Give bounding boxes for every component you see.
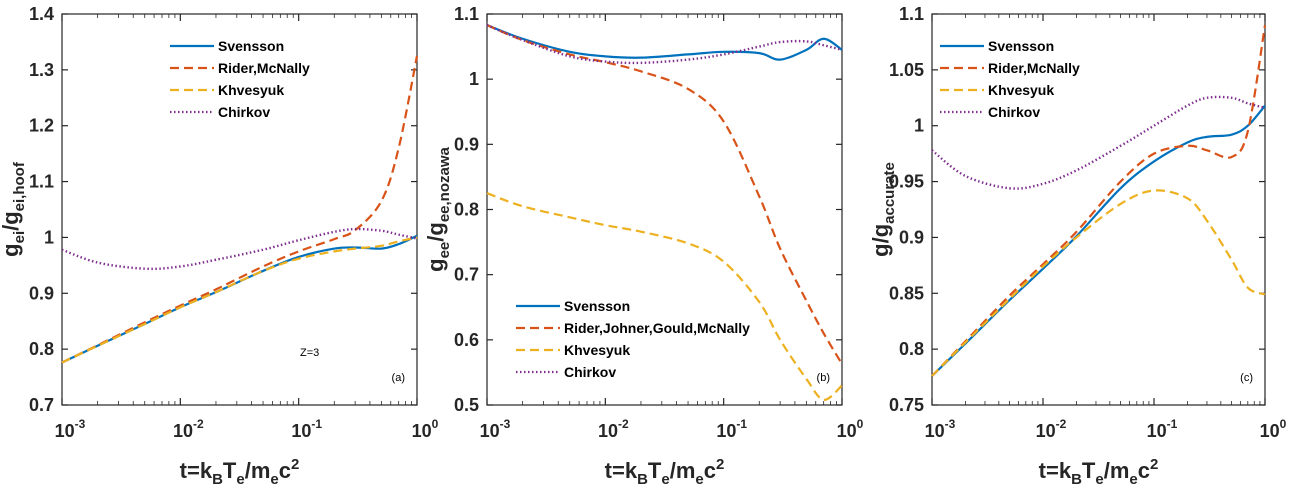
legend-entry: Svensson xyxy=(988,38,1054,54)
series-line xyxy=(486,23,843,65)
y-tick-label: 1 xyxy=(44,227,54,247)
y-tick-label: 0.9 xyxy=(899,227,924,247)
y-tick-label: 1.3 xyxy=(29,60,54,80)
legend: Svensson Rider,Johner,Gould,McNally Khvesy… xyxy=(516,298,750,380)
x-tick-label: 10-1 xyxy=(291,417,322,441)
x-axis-label: t=kBTe/mec2 xyxy=(1039,456,1159,488)
y-tick-label: 1.1 xyxy=(454,4,479,24)
y-tick-label: 1.1 xyxy=(29,172,54,192)
y-tick-label: 0.8 xyxy=(454,200,479,220)
series-line xyxy=(486,192,843,401)
x-axis-label: t=kBTe/mec2 xyxy=(180,456,300,488)
y-tick-label: 1.4 xyxy=(29,4,54,24)
series-line xyxy=(931,95,1266,190)
chart-panel: 0.7 0.8 0.9 1 1.1 1.2 1.3 1.4 10-3 10-2 10-1 100 Sve… xyxy=(0,4,439,488)
y-tick-label: 0.95 xyxy=(889,172,924,192)
y-axis-label: g/gaccurate xyxy=(868,162,898,257)
x-tick-label: 10-1 xyxy=(716,417,747,441)
y-tick-label: 0.7 xyxy=(29,395,54,415)
legend-entry: Chirkov xyxy=(988,104,1040,120)
legend-entry: Rider,McNally xyxy=(218,60,310,76)
y-tick-label: 0.9 xyxy=(454,134,479,154)
y-tick-label: 0.7 xyxy=(454,265,479,285)
x-tick-label: 10-3 xyxy=(480,417,511,441)
x-tick-label: 10-1 xyxy=(1147,417,1178,441)
y-tick-label: 0.8 xyxy=(899,339,924,359)
y-tick-label: 1.05 xyxy=(889,60,924,80)
plot-frame xyxy=(486,13,843,406)
y-tick-label: 0.8 xyxy=(29,339,54,359)
plot-frame xyxy=(61,13,418,406)
legend-entry: Rider,Johner,Gould,McNally xyxy=(564,320,750,336)
y-tick-label: 1 xyxy=(469,69,479,89)
legend: Svensson Rider,McNally Khvesyuk Chirkov xyxy=(170,38,310,120)
x-tick-label: 100 xyxy=(837,417,864,441)
x-tick-label: 10-2 xyxy=(1036,417,1067,441)
x-axis-label: t=kBTe/mec2 xyxy=(605,456,725,488)
series-line xyxy=(931,189,1266,377)
y-tick-label: 0.9 xyxy=(29,283,54,303)
legend-entry: Svensson xyxy=(218,38,284,54)
legend-entry: Khvesyuk xyxy=(218,82,284,98)
y-tick-label: 0.6 xyxy=(454,330,479,350)
x-tick-label: 10-3 xyxy=(925,417,956,441)
x-tick-label: 10-3 xyxy=(55,417,86,441)
plot-frame xyxy=(931,13,1266,406)
chart-panel: 0.75 0.8 0.85 0.9 0.95 1 1.05 1.1 10-3 10-2 10-1 10… xyxy=(868,4,1287,488)
panel-tag: (c) xyxy=(1240,372,1253,384)
y-tick-label: 0.75 xyxy=(889,395,924,415)
legend-entry: Chirkov xyxy=(218,104,270,120)
x-tick-label: 10-2 xyxy=(173,417,204,441)
x-tick-label: 100 xyxy=(1260,417,1287,441)
y-axis-label: gei/gei,hoof xyxy=(0,161,28,257)
legend-entry: Khvesyuk xyxy=(988,82,1054,98)
x-tick-label: 100 xyxy=(412,417,439,441)
panel-tag: (a) xyxy=(392,372,405,384)
legend: Svensson Rider,McNally Khvesyuk Chirkov xyxy=(940,38,1080,120)
series-line xyxy=(61,227,418,271)
legend-entry: Svensson xyxy=(564,298,630,314)
series-line xyxy=(486,24,843,365)
y-tick-label: 1.2 xyxy=(29,116,54,136)
legend-entry: Chirkov xyxy=(564,364,616,380)
y-tick-label: 1 xyxy=(914,116,924,136)
series-line xyxy=(486,24,843,61)
panel-tag: (b) xyxy=(817,372,830,384)
series-line xyxy=(61,55,419,364)
y-axis-label: gee/gee,nozawa xyxy=(423,146,453,271)
annotation: Z=3 xyxy=(300,347,319,359)
legend-entry: Khvesyuk xyxy=(564,342,630,358)
y-tick-label: 1.1 xyxy=(899,4,924,24)
legend-entry: Rider,McNally xyxy=(988,60,1080,76)
x-tick-label: 10-2 xyxy=(598,417,629,441)
series-line xyxy=(61,236,418,364)
y-tick-label: 0.85 xyxy=(889,283,924,303)
y-tick-label: 0.5 xyxy=(454,395,479,415)
chart-panel: 0.5 0.6 0.7 0.8 0.9 1 1.1 10-3 10-2 10-1 100 Svenss… xyxy=(423,4,864,488)
series-line xyxy=(931,24,1267,377)
